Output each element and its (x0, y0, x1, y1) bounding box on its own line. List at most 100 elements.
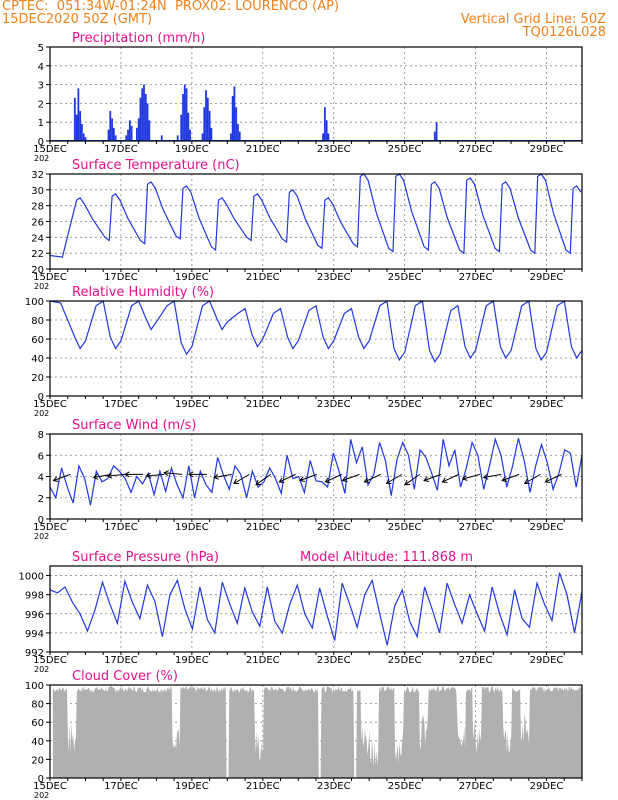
y-tick-label: 60 (31, 335, 44, 346)
y-tick-label: 2 (38, 494, 44, 505)
precip-bar (114, 135, 117, 141)
precip-bar (141, 88, 144, 141)
humidity-line (49, 299, 583, 363)
x-tick-label: 21DEC (246, 522, 280, 533)
precip-bar (180, 114, 183, 141)
x-tick-label: 29DEC (530, 655, 564, 666)
precip-bar (79, 110, 82, 141)
temperature-line (49, 173, 582, 258)
panel-frame (49, 565, 583, 653)
x-tick-label: 25DEC (388, 781, 422, 792)
y-tick-label: 28 (31, 202, 44, 213)
panel-title: Surface Wind (m/s) (72, 418, 196, 433)
wind-arrowhead (324, 477, 331, 484)
y-tick-label: 40 (31, 737, 44, 748)
wind-arrow (364, 473, 381, 483)
x-tick-label: 23DEC (317, 781, 351, 792)
wind-arrowhead (278, 477, 285, 484)
x-tick-label: 19DEC (175, 272, 209, 283)
y-tick-label: 5 (38, 43, 44, 54)
y-tick-label: 994 (25, 629, 44, 640)
y-tick-label: 992 (25, 648, 44, 659)
y-tick-label: 100 (25, 297, 44, 308)
precip-bar (81, 124, 83, 141)
precip-bar (205, 90, 207, 141)
precip-bar (77, 88, 80, 141)
precip-bar (229, 133, 232, 141)
x-tick-label: 25DEC (388, 655, 422, 666)
panel-title: Surface Pressure (hPa) (72, 550, 219, 565)
wind-arrowhead (385, 478, 392, 484)
precip-bar (75, 114, 78, 141)
x-tick-label: 21DEC (246, 144, 280, 155)
precip-bar (127, 129, 129, 141)
precip-bar (144, 94, 147, 141)
wind-speed-line (49, 437, 583, 506)
x-tick-label: 15DEC (33, 144, 67, 155)
y-tick-label: 2 (38, 99, 44, 110)
y-tick-label: 1 (38, 118, 44, 129)
wind-arrow (53, 473, 71, 482)
wind-arrow (545, 473, 562, 483)
precip-bar (160, 135, 163, 141)
x-tick-label: 29DEC (530, 399, 564, 410)
wind-arrowhead (404, 479, 411, 486)
wind-arrow (213, 473, 232, 478)
precip-bar (82, 133, 85, 141)
wind-arrowhead (255, 479, 262, 486)
wind-arrowhead (544, 477, 551, 484)
x-tick-label: 17DEC (104, 655, 138, 666)
wind-arrow (442, 473, 459, 483)
x-tick-label: 29DEC (530, 522, 564, 533)
panel-title: Precipitation (mm/h) (72, 31, 205, 46)
precip-bar (435, 122, 438, 141)
panel-frame (49, 173, 583, 270)
y-tick-label: 0 (38, 392, 44, 403)
wind-arrowhead (124, 471, 130, 478)
x-tick-label: 15DEC (33, 272, 67, 283)
y-tick-label: 24 (31, 233, 44, 244)
x-tick-label: 27DEC (459, 522, 493, 533)
pressure-line (49, 572, 583, 646)
y-tick-label: 3 (38, 81, 44, 92)
y-tick-label: 0 (38, 515, 44, 526)
wind-arrow (483, 473, 502, 478)
x-tick-label: 17DEC (104, 781, 138, 792)
y-tick-label: 26 (31, 218, 44, 229)
precip-bar (238, 131, 241, 141)
x-tick-label: 15DEC (33, 399, 67, 410)
wind-arrowhead (363, 477, 370, 484)
panel-title: Cloud Cover (%) (72, 669, 178, 684)
header-line-2: 15DEC2020 50Z (GMT) (2, 12, 153, 27)
precip-bar (210, 127, 213, 141)
y-tick-label: 998 (25, 591, 44, 602)
y-tick-label: 0 (38, 137, 44, 148)
precip-bar (73, 97, 76, 141)
wind-arrow (423, 473, 442, 482)
y-tick-label: 20 (31, 265, 44, 276)
wind-arrow (325, 473, 342, 483)
precip-bar (235, 107, 238, 141)
panel-subtitle: Model Altitude: 111.868 m (300, 550, 473, 565)
x-tick-label: 25DEC (388, 272, 422, 283)
precip-bar (206, 97, 209, 141)
wind-arrow (279, 473, 296, 483)
precip-bar (111, 118, 113, 141)
wind-arrowhead (482, 473, 489, 480)
y-tick-label: 4 (38, 473, 44, 484)
x-tick-label: 19DEC (175, 781, 209, 792)
precip-bar (327, 133, 330, 141)
precip-bar (203, 107, 206, 141)
precip-bar (322, 133, 324, 141)
x-tick-label: 29DEC (530, 781, 564, 792)
precip-bar (187, 112, 190, 141)
y-tick-label: 60 (31, 718, 44, 729)
x-tick-label: 15DEC (33, 781, 67, 792)
y-tick-label: 8 (38, 430, 44, 441)
x-tick-label: 23DEC (317, 272, 351, 283)
precip-bar (130, 125, 133, 141)
wind-arrowhead (187, 471, 194, 478)
precip-bar (84, 137, 87, 141)
x-year-label: 202 (34, 282, 49, 291)
